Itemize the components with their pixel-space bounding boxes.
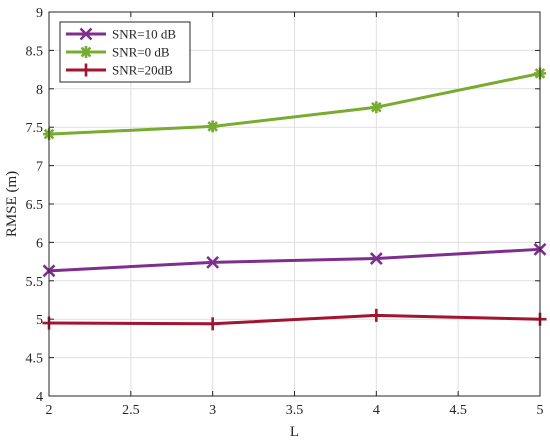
- y-tick-label: 4.5: [26, 352, 44, 367]
- legend-marker: [79, 27, 93, 41]
- x-tick-label: 2.5: [122, 403, 140, 418]
- data-point: [370, 101, 383, 114]
- data-point: [206, 317, 220, 331]
- data-point: [369, 308, 383, 322]
- x-tick-label: 5: [537, 403, 544, 418]
- y-axis-label: RMSE (m): [4, 171, 20, 237]
- data-point: [206, 120, 219, 133]
- marker-stroke: [80, 46, 92, 58]
- x-tick-label: 4: [373, 403, 380, 418]
- legend-marker: [79, 63, 93, 77]
- legend: SNR=10 dB SNR=0 dB SNR=20dB: [59, 21, 191, 83]
- x-tick-label: 3.5: [286, 403, 304, 418]
- plot-frame: [48, 11, 541, 397]
- data-series: [42, 67, 547, 331]
- series-line: [48, 247, 541, 273]
- y-tick-label: 6.5: [26, 198, 44, 213]
- y-tick-label: 7: [36, 160, 43, 175]
- y-tick-label: 5.5: [26, 275, 44, 290]
- legend-entry: SNR=10 dB: [66, 27, 176, 42]
- legend-entry: SNR=0 dB: [66, 45, 170, 60]
- y-tick-label: 8.5: [26, 44, 44, 59]
- marker-stroke: [371, 101, 382, 113]
- data-point: [369, 252, 383, 265]
- y-tick-label: 4: [36, 390, 43, 405]
- series-line: [48, 313, 541, 326]
- y-tick-label: 9: [36, 6, 43, 21]
- y-tick-label: 7.5: [26, 121, 44, 136]
- marker-stroke: [207, 121, 218, 132]
- y-tick-label: 5: [36, 313, 43, 328]
- x-axis-label: L: [290, 424, 299, 440]
- x-tick-label: 4.5: [449, 403, 467, 418]
- y-tick-label: 8: [36, 83, 43, 98]
- legend-label: SNR=0 dB: [112, 45, 170, 60]
- legend-label: SNR=20dB: [112, 63, 173, 78]
- x-tick-label: 2: [46, 403, 53, 418]
- series-line: [48, 71, 541, 136]
- marker-stroke: [369, 252, 383, 265]
- x-tick-label: 3: [209, 403, 216, 418]
- legend-marker: [80, 46, 92, 58]
- legend-entry: SNR=20dB: [66, 63, 173, 78]
- marker-stroke: [206, 255, 220, 269]
- y-tick-label: 6: [36, 236, 43, 251]
- marker-stroke: [79, 27, 93, 41]
- legend-label: SNR=10 dB: [112, 27, 176, 42]
- data-point: [206, 255, 220, 269]
